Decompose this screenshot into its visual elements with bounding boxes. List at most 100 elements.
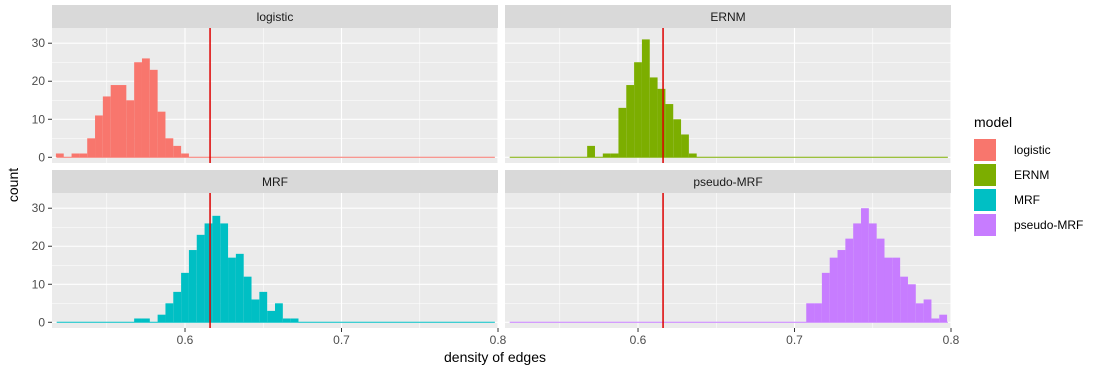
strip-title: logistic [257, 10, 294, 24]
x-tick-label: 0.7 [333, 333, 350, 347]
histogram-bar [181, 272, 189, 323]
histogram-bar [907, 284, 916, 323]
y-axis-title: count [5, 168, 21, 202]
strip-background [52, 170, 498, 193]
legend-swatch [974, 189, 996, 211]
histogram-bar [212, 215, 221, 323]
histogram-bar [71, 153, 80, 158]
histogram-bar [618, 107, 627, 158]
histogram-bar [204, 223, 213, 323]
histogram-bar [157, 111, 166, 158]
histogram-bars [55, 58, 189, 158]
x-tick-label: 0.6 [630, 333, 647, 347]
legend-item-pseudo-MRF: pseudo-MRF [974, 214, 1083, 236]
x-tick-label: 0.6 [177, 333, 194, 347]
y-tick-label: 0 [38, 315, 45, 329]
histogram-bar [939, 314, 948, 323]
legend-item-logistic: logistic [974, 139, 1051, 161]
panel-background [505, 28, 951, 163]
legend-title: model [974, 114, 1012, 130]
histogram-bar [87, 138, 96, 158]
histogram-bar [814, 303, 822, 323]
legend: model logistic ERNM MRF pseudo-MRF [974, 114, 1083, 236]
histogram-bar [134, 62, 142, 158]
legend-label: MRF [1014, 193, 1040, 207]
x-tick-label: 0.8 [490, 333, 507, 347]
histogram-bar [141, 318, 150, 323]
histogram-bar [853, 223, 862, 323]
histogram-bar [884, 257, 893, 323]
histogram-bar [657, 88, 666, 158]
histogram-bar [141, 58, 150, 158]
histogram-bar [665, 104, 674, 158]
histogram-bar [681, 134, 689, 158]
strip-title: ERNM [710, 10, 745, 24]
panel-ERNM: ERNM [505, 5, 952, 163]
histogram-bar [641, 39, 650, 158]
histogram-bar [173, 145, 182, 158]
x-tick-label: 0.7 [786, 333, 803, 347]
histogram-bar [892, 257, 901, 323]
histogram-bar [282, 318, 291, 323]
strip-background [52, 5, 498, 28]
histogram-bar [102, 96, 111, 158]
histogram-bar [251, 299, 260, 323]
legend-label: logistic [1014, 143, 1051, 157]
y-tick-label: 30 [32, 36, 46, 50]
legend-items: logistic ERNM MRF pseudo-MRF [974, 139, 1083, 236]
histogram-bar [275, 303, 283, 323]
histogram-bar [821, 272, 830, 323]
legend-label: pseudo-MRF [1014, 218, 1083, 232]
histogram-bars [587, 39, 697, 158]
histogram-bar [95, 115, 103, 158]
histogram-bar [173, 291, 182, 323]
histogram-bar [267, 310, 275, 323]
axes-layer: 0 10 20 30 0 10 20 30 0.6 0.7 0.8 0.6 0.7 0.8 [32, 36, 960, 347]
strip-background [505, 5, 951, 28]
histogram-bar [259, 291, 268, 323]
y-tick-label: 20 [32, 74, 46, 88]
histogram-bar [626, 85, 635, 158]
histogram-bar [837, 250, 846, 323]
x-tick-label: 0.8 [943, 333, 960, 347]
histogram-bar [688, 153, 697, 158]
histogram-bar [868, 223, 877, 323]
y-tick-label: 30 [32, 201, 46, 215]
histogram-bar [673, 119, 682, 158]
histogram-bar [649, 77, 658, 158]
histogram-bar [243, 276, 252, 323]
histogram-bar [610, 153, 619, 158]
legend-label: ERNM [1014, 168, 1049, 182]
histogram-bar [79, 153, 88, 158]
histogram-bar [157, 314, 166, 323]
histogram-bar [290, 318, 299, 323]
histogram-bar [806, 303, 815, 323]
panel-pseudo-MRF: pseudo-MRF [505, 170, 952, 328]
legend-item-ERNM: ERNM [974, 164, 1049, 186]
histogram-bar [181, 153, 189, 158]
histogram-bar [149, 69, 158, 158]
histogram-bar [165, 303, 174, 323]
histogram-bar [587, 145, 595, 158]
histogram-bar [196, 234, 205, 323]
histogram-bar [134, 318, 142, 323]
histogram-bar [235, 253, 244, 323]
legend-item-MRF: MRF [974, 189, 1040, 211]
histogram-bars [134, 215, 299, 323]
panels-layer: logistic ERNM MRF pseudo-MRF [52, 5, 952, 328]
y-tick-label: 10 [32, 277, 46, 291]
y-tick-label: 10 [32, 112, 46, 126]
histogram-bar [220, 223, 229, 323]
histogram-bar [110, 85, 119, 158]
strip-title: MRF [262, 175, 288, 189]
panel-MRF: MRF [52, 170, 499, 328]
histogram-bar [876, 238, 885, 323]
histogram-bar [915, 303, 924, 323]
histogram-bar [228, 257, 236, 323]
histogram-bar [861, 208, 869, 323]
histogram-bar [118, 85, 127, 158]
histogram-bar [845, 238, 854, 323]
histogram-bar [900, 276, 908, 323]
histogram-bar [55, 153, 64, 158]
